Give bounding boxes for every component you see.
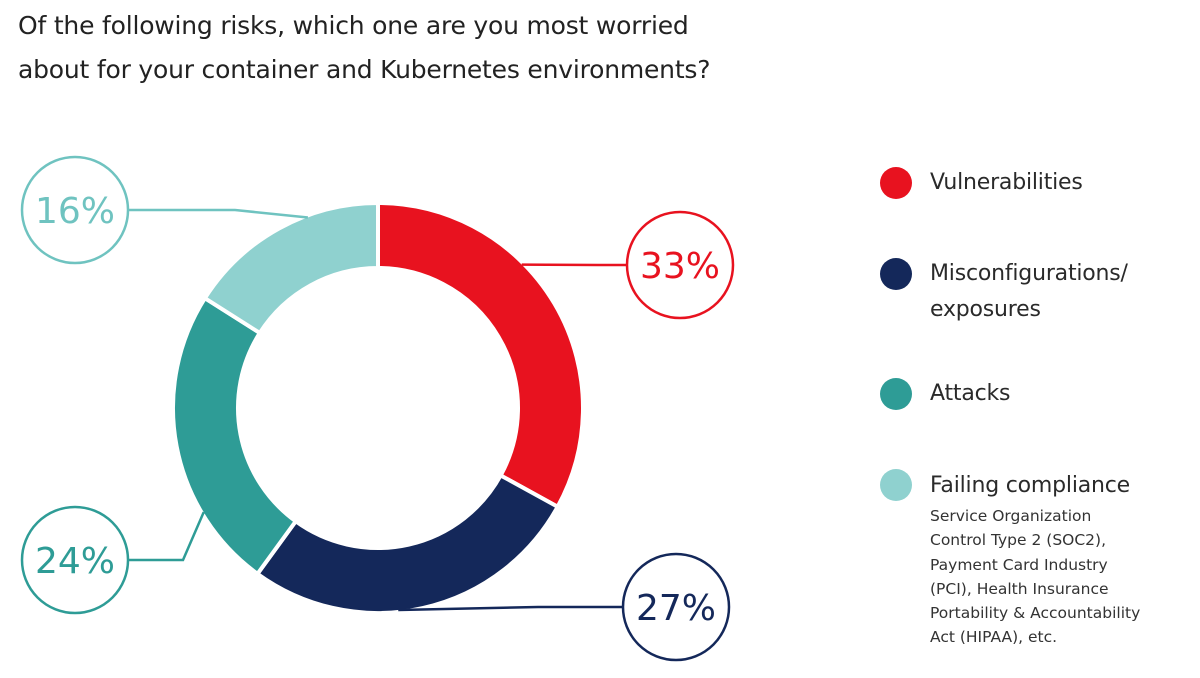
chart-title-line-2: about for your container and Kubernetes … <box>18 55 711 84</box>
legend-note-line: Payment Card Industry <box>930 555 1108 574</box>
donut-slice-failing-compliance <box>202 200 380 336</box>
legend-note-line: Service Organization <box>930 507 1092 525</box>
legend-label-misconfigurations-line-1: Misconfigurations/ <box>930 261 1128 286</box>
chart-title: Of the following risks, which one are yo… <box>18 4 778 92</box>
legend-swatch-vulnerabilities <box>880 167 912 199</box>
legend-swatch-attacks <box>880 378 912 410</box>
callout-leader-misconfigurations <box>398 605 623 612</box>
legend-label-attacks: Attacks <box>930 381 1011 406</box>
legend-swatch-misconfigurations <box>880 258 912 290</box>
data-label-failing-compliance: 16% <box>35 191 115 232</box>
data-label-vulnerabilities: 33% <box>640 246 720 287</box>
legend-note-failing-compliance: Service Organization Control Type 2 (SOC… <box>930 504 1190 650</box>
data-label-attacks: 24% <box>35 541 115 582</box>
callout-circle-misconfigurations <box>621 552 731 662</box>
legend-swatch-failing-compliance <box>880 469 912 501</box>
legend-label-failing-compliance: Failing compliance <box>930 473 1130 498</box>
legend-label-vulnerabilities: Vulnerabilities <box>930 170 1083 195</box>
callout-leader-failing-compliance <box>128 208 309 219</box>
legend-note-line: Control Type 2 (SOC2), <box>930 531 1107 550</box>
donut-slice-attacks <box>171 295 299 577</box>
legend-note-line: Act (HIPAA), etc. <box>930 628 1058 647</box>
donut-chart: 33% 27% 24% 16% <box>20 155 735 662</box>
callout-circle-vulnerabilities <box>625 210 735 320</box>
data-label-misconfigurations: 27% <box>636 588 716 629</box>
callout-circle-attacks <box>20 505 130 615</box>
donut-slice-misconfigurations <box>254 472 561 615</box>
legend-note-line: Portability & Accountability <box>930 604 1141 623</box>
callout-leader-attacks <box>128 511 205 562</box>
legend-note-line: (PCI), Health Insurance <box>930 579 1109 598</box>
chart-title-line-1: Of the following risks, which one are yo… <box>18 11 689 40</box>
callout-circle-failing-compliance <box>20 155 130 265</box>
legend-label-misconfigurations-line-2: exposures <box>930 297 1041 322</box>
donut-slice-vulnerabilities <box>376 200 585 510</box>
